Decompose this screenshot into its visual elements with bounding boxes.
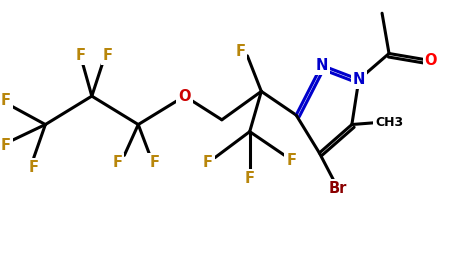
Text: F: F <box>1 93 11 108</box>
Text: O: O <box>178 89 191 104</box>
Text: F: F <box>112 155 122 170</box>
Text: Br: Br <box>329 181 347 196</box>
Text: F: F <box>286 152 297 168</box>
Text: F: F <box>245 172 255 187</box>
Text: F: F <box>203 155 213 170</box>
Text: F: F <box>1 138 11 153</box>
Text: F: F <box>29 160 39 175</box>
Text: N: N <box>353 72 365 87</box>
Text: F: F <box>149 155 160 170</box>
Text: F: F <box>236 44 246 59</box>
Text: F: F <box>75 48 85 63</box>
Text: CH3: CH3 <box>375 116 403 129</box>
Text: F: F <box>103 48 113 63</box>
Text: N: N <box>316 58 328 73</box>
Text: O: O <box>425 53 437 68</box>
